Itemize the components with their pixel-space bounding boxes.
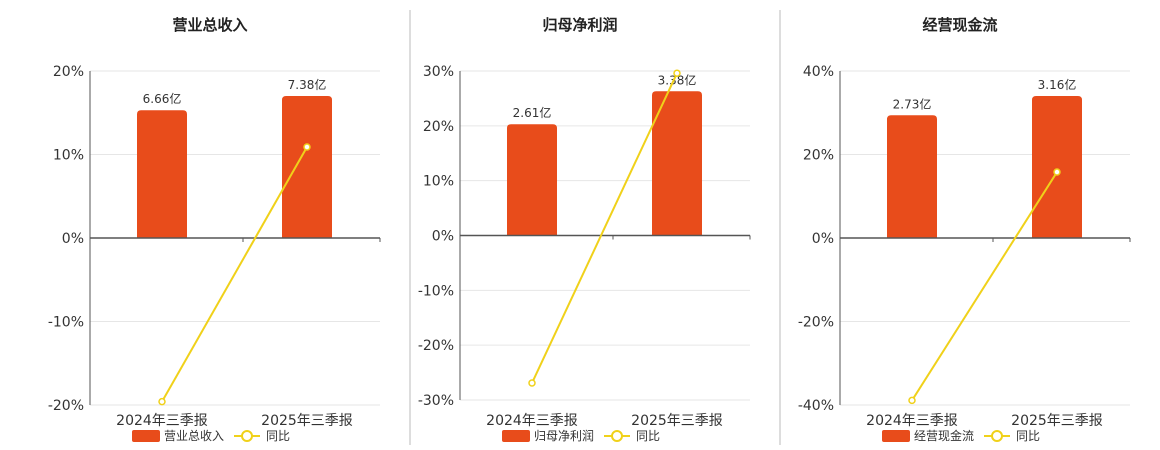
y-tick-label: -10% bbox=[418, 283, 454, 299]
y-tick-label: -40% bbox=[798, 398, 834, 414]
yoy-point bbox=[158, 397, 166, 406]
legend-line-label: 同比 bbox=[636, 429, 660, 443]
legend-bar-swatch bbox=[132, 430, 160, 442]
legend-bar-swatch bbox=[502, 430, 530, 442]
y-tick-label: 10% bbox=[423, 174, 454, 190]
y-tick-label: 30% bbox=[423, 64, 454, 80]
y-tick-label: 0% bbox=[62, 231, 84, 247]
legend-bar-label: 营业总收入 bbox=[164, 429, 224, 443]
x-category-label: 2025年三季报 bbox=[631, 413, 723, 429]
y-tick-label: -30% bbox=[418, 393, 454, 409]
yoy-point bbox=[528, 379, 536, 387]
legend-bar-label: 经营现金流 bbox=[914, 428, 974, 443]
y-tick-label: 0% bbox=[812, 231, 834, 247]
bar bbox=[652, 91, 702, 236]
yoy-point bbox=[673, 69, 681, 77]
x-category-label: 2025年三季报 bbox=[1011, 413, 1103, 429]
legend-line-label: 同比 bbox=[266, 429, 290, 443]
y-tick-label: -20% bbox=[798, 315, 834, 331]
bar-data-label: 3.16亿 bbox=[1038, 77, 1077, 92]
yoy-point bbox=[908, 396, 916, 405]
y-tick-label: 0% bbox=[432, 229, 454, 245]
yoy-point bbox=[303, 143, 311, 151]
bar bbox=[507, 124, 557, 236]
chart-title: 归母净利润 bbox=[542, 16, 617, 34]
y-tick-label: 20% bbox=[803, 148, 834, 164]
legend-bar-swatch bbox=[882, 430, 910, 442]
x-category-label: 2025年三季报 bbox=[261, 413, 353, 429]
legend-line-marker bbox=[991, 430, 1003, 442]
bar-data-label: 2.73亿 bbox=[893, 96, 932, 111]
bar-data-label: 6.66亿 bbox=[143, 91, 182, 106]
y-tick-label: -20% bbox=[48, 398, 84, 414]
bar bbox=[887, 115, 937, 238]
yoy-line bbox=[161, 146, 308, 403]
chart-title: 经营现金流 bbox=[922, 16, 997, 34]
legend-line-marker bbox=[241, 430, 253, 442]
y-tick-label: 20% bbox=[53, 64, 84, 80]
bar-data-label: 7.38亿 bbox=[288, 77, 327, 92]
bar bbox=[1032, 96, 1082, 238]
bar bbox=[282, 96, 332, 238]
legend-bar-label: 归母净利润 bbox=[534, 429, 594, 443]
y-tick-label: 20% bbox=[423, 119, 454, 135]
chart-title: 营业总收入 bbox=[172, 16, 247, 34]
y-tick-label: 10% bbox=[53, 148, 84, 164]
yoy-line bbox=[531, 72, 678, 384]
y-tick-label: -10% bbox=[48, 315, 84, 331]
bar bbox=[137, 110, 187, 238]
bar-data-label: 2.61亿 bbox=[513, 105, 552, 120]
bar-data-label: 3.38亿 bbox=[658, 72, 697, 87]
x-category-label: 2024年三季报 bbox=[866, 413, 958, 429]
yoy-line bbox=[911, 171, 1058, 401]
y-tick-label: -20% bbox=[418, 338, 454, 354]
yoy-point bbox=[1053, 168, 1061, 176]
y-tick-label: 40% bbox=[803, 64, 834, 80]
x-category-label: 2024年三季报 bbox=[486, 413, 578, 429]
x-category-label: 2024年三季报 bbox=[116, 413, 208, 429]
legend-line-marker bbox=[611, 430, 623, 442]
legend-line-label: 同比 bbox=[1016, 429, 1040, 443]
